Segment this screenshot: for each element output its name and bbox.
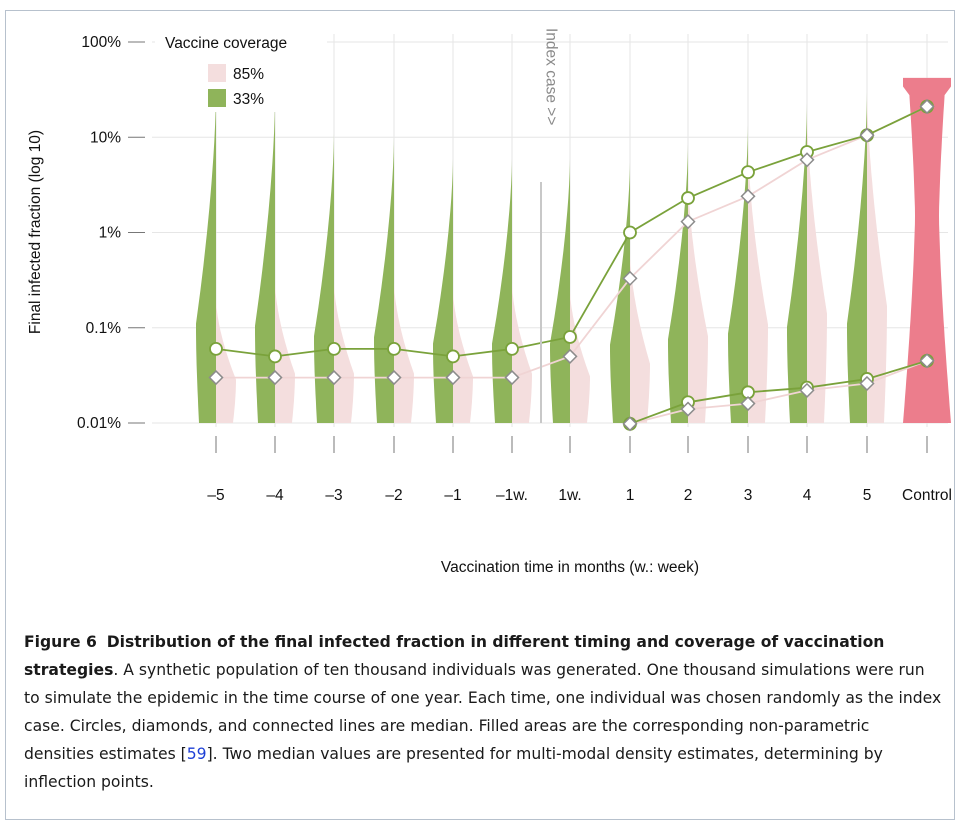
violin-85 [570, 289, 590, 423]
violin-33 [492, 158, 512, 423]
median-point-33 [623, 225, 637, 240]
violin-85 [688, 175, 708, 423]
violin-33 [433, 158, 453, 423]
caption-text: . A synthetic population of ten thousand… [24, 661, 942, 763]
y-tick-label: 100% [81, 34, 121, 51]
violin-33 [847, 91, 867, 424]
legend-label: 85% [233, 66, 264, 83]
x-tick-label: –1w. [496, 487, 528, 504]
y-axis-label: Final infected fraction (log 10) [27, 130, 44, 334]
caption-text-end: ]. Two median values are presented for m… [24, 745, 883, 791]
legend-background [155, 30, 327, 112]
violin-85 [807, 110, 827, 423]
legend-title: Vaccine coverage [165, 35, 287, 52]
axis-layer: 0.01% 0.1% 1% 10% 100% Index case >> –5 –4 –3 –2 –… [27, 28, 952, 576]
violin-85 [453, 289, 473, 423]
median-point-33 [387, 341, 401, 356]
violin-85 [748, 141, 768, 423]
violin-85 [394, 282, 414, 423]
median-point-85 [680, 214, 696, 230]
median-point-33 [446, 349, 460, 364]
index-case-annotation: Index case >> [542, 28, 559, 125]
violin-33 [668, 144, 688, 423]
violin-33 [255, 99, 275, 424]
median-point-85 [445, 369, 461, 386]
median-point-85 [267, 369, 283, 386]
median-point-85 [859, 375, 875, 392]
x-tick-label: 1w. [558, 487, 581, 504]
violin-85 [867, 89, 887, 423]
x-tick-label: Control [902, 487, 952, 504]
caption-reference-link[interactable]: 59 [186, 745, 207, 763]
median-point-85 [740, 395, 756, 412]
y-tick-label: 0.01% [77, 415, 121, 432]
median-layer [208, 98, 935, 432]
caption-title: Distribution of the final infected fract… [24, 633, 885, 679]
legend-swatch [208, 64, 226, 82]
median-point-33 [268, 349, 282, 364]
x-tick-label: –3 [325, 487, 342, 504]
x-tick-label: –5 [207, 487, 224, 504]
violin-85 [630, 253, 650, 423]
violin-33 [728, 124, 748, 424]
x-tick-label: 5 [863, 487, 872, 504]
median-line-33-lower [629, 359, 928, 425]
median-point-33 [209, 341, 223, 356]
violin-chart: 0.01% 0.1% 1% 10% 100% Index case >> –5 –4 –3 –2 –… [27, 28, 952, 576]
median-point-33 [563, 330, 577, 344]
y-tick-label: 1% [99, 225, 122, 242]
median-point-85 [622, 416, 638, 432]
violin-85 [334, 282, 354, 423]
legend-swatch [208, 89, 226, 107]
y-tick-label: 10% [90, 129, 121, 146]
violin-layer [196, 77, 951, 424]
x-tick-label: 1 [626, 487, 635, 504]
violin-control [903, 77, 951, 424]
median-point-85 [859, 127, 875, 143]
median-point-85 [386, 369, 402, 386]
violin-33 [787, 102, 807, 424]
violin-85 [275, 282, 295, 423]
violin-33 [550, 158, 570, 423]
violin-85 [512, 282, 532, 423]
legend-label: 33% [233, 91, 264, 108]
x-tick-label: –4 [266, 487, 284, 504]
x-axis-label: Vaccination time in months (w.: week) [441, 559, 699, 576]
caption-label: Figure 6 [24, 633, 97, 651]
figure-caption: Figure 6 Distribution of the final infec… [24, 628, 944, 796]
x-tick-label: –2 [385, 487, 402, 504]
median-point-85 [326, 369, 342, 386]
median-point-85 [919, 353, 935, 369]
x-tick-label: 3 [744, 487, 753, 504]
median-point-33 [681, 191, 695, 205]
median-point-85 [740, 188, 756, 204]
median-point-85 [504, 369, 520, 386]
median-point-85 [562, 348, 578, 364]
legend: Vaccine coverage 85% 33% [155, 30, 327, 112]
median-point-85 [622, 270, 638, 286]
median-point-33 [741, 165, 755, 180]
median-point-85 [799, 382, 815, 398]
median-point-85 [680, 401, 696, 417]
median-point-85 [208, 369, 224, 386]
median-point-85 [919, 98, 935, 115]
median-point-33 [327, 341, 341, 356]
violin-33 [196, 91, 216, 424]
median-point-85 [799, 152, 815, 168]
x-tick-label: 4 [803, 487, 812, 504]
violin-85 [216, 299, 236, 423]
y-tick-label: 0.1% [86, 320, 122, 337]
x-tick-label: –1 [444, 487, 461, 504]
x-tick-label: 2 [684, 487, 693, 504]
median-point-33 [505, 341, 519, 356]
median-line-85-lower [629, 359, 928, 425]
